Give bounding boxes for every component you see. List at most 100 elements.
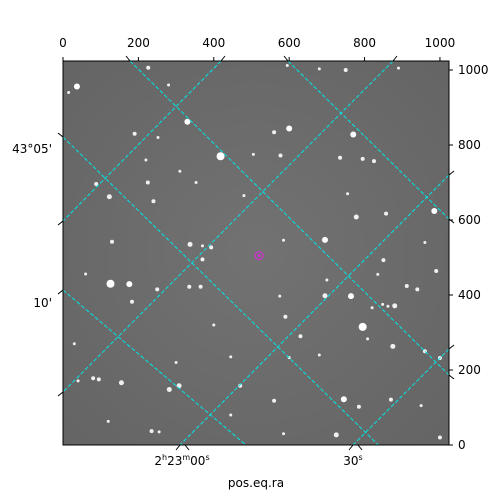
dec-tick-label-10: 10' <box>33 296 52 310</box>
star-point <box>187 284 192 289</box>
star-point <box>198 284 203 289</box>
star-point <box>333 432 339 438</box>
star-point <box>157 430 161 434</box>
star-point <box>229 355 233 359</box>
star-point <box>184 118 191 125</box>
wcs-tick-mark <box>220 55 226 62</box>
star-point <box>106 279 115 288</box>
star-point <box>434 269 439 273</box>
star-point <box>155 287 160 292</box>
star-point <box>370 306 374 310</box>
star-point <box>386 304 390 308</box>
star-point <box>167 83 171 87</box>
star-point <box>347 293 354 300</box>
grid-line <box>287 61 449 220</box>
star-point <box>321 236 328 243</box>
y-right-tick-label: 600 <box>458 213 481 227</box>
star-point <box>360 156 365 161</box>
star-point <box>76 379 80 383</box>
y-right-tick-label: 1000 <box>458 63 489 77</box>
star-point <box>178 169 182 173</box>
star-point <box>396 66 400 70</box>
wcs-tick-mark <box>348 444 354 451</box>
wcs-tick-mark <box>448 344 455 350</box>
y-right-tick-label: 800 <box>458 138 481 152</box>
wcs-tick-mark <box>125 55 131 62</box>
star-point <box>272 398 277 403</box>
star-point <box>174 361 178 364</box>
star-point <box>238 383 243 388</box>
x-top-tick-label: 600 <box>278 36 301 50</box>
star-point <box>285 64 289 67</box>
star-point <box>145 180 150 185</box>
star-point <box>343 68 348 72</box>
star-point <box>110 239 115 244</box>
star-point <box>200 257 205 262</box>
star-point <box>146 65 151 70</box>
star-point <box>72 342 76 346</box>
wcs-tick-mark <box>175 444 181 451</box>
wcs-tick-mark <box>448 218 455 224</box>
star-point <box>106 419 110 423</box>
star-point <box>282 432 286 436</box>
x-top-tick-label: 200 <box>127 36 150 50</box>
target-marker-layer <box>254 250 264 261</box>
star-point <box>322 293 328 299</box>
star-point <box>371 159 376 164</box>
star-point <box>381 258 386 263</box>
star-point <box>73 83 80 90</box>
star-point <box>278 153 283 158</box>
star-point <box>84 272 88 276</box>
grid-line <box>179 174 449 445</box>
star-point <box>384 211 389 216</box>
star-point <box>282 238 286 242</box>
star-point <box>144 158 148 162</box>
star-point <box>346 192 350 196</box>
star-point <box>366 337 370 341</box>
star-point <box>404 284 409 288</box>
star-point <box>358 322 367 331</box>
target-marker <box>254 250 264 261</box>
star-point <box>376 272 380 276</box>
y-pixel-axis-right: 0 200 400 600 800 1000 <box>449 63 489 452</box>
star-point <box>242 194 246 198</box>
star-point <box>212 323 216 327</box>
dec-tick-label-43-05: 43°05' <box>12 142 52 156</box>
x-top-tick-label: 0 <box>59 36 67 50</box>
star-point <box>388 397 393 402</box>
grid-line <box>63 61 222 222</box>
star-point <box>156 136 160 139</box>
wcs-tick-mark <box>448 374 455 380</box>
plot-frame <box>62 60 450 446</box>
star-point <box>419 404 423 408</box>
wcs-tick-mark <box>57 132 64 138</box>
wcs-tick-mark <box>392 55 398 62</box>
star-point <box>151 199 156 204</box>
star-point <box>187 241 193 247</box>
x-axis-label: pos.eq.ra <box>228 476 284 490</box>
star-point <box>149 429 154 434</box>
star-point <box>209 245 214 250</box>
wcs-tick-mark <box>357 444 363 451</box>
star-point <box>423 241 427 244</box>
star-point <box>91 376 96 381</box>
ra-tick-label-30s: 30s <box>343 453 362 468</box>
star-point <box>338 155 343 160</box>
y-right-tick-label: 0 <box>458 438 466 452</box>
star-point <box>272 130 277 135</box>
star-point <box>437 435 442 440</box>
star-point <box>340 396 347 403</box>
star-point <box>286 125 293 132</box>
star-point <box>381 302 385 306</box>
wcs-tick-mark <box>184 444 190 451</box>
star-point <box>415 287 420 292</box>
wcs-tick-marks <box>57 55 455 451</box>
wcs-tick-mark <box>448 170 455 176</box>
star-point <box>317 67 321 71</box>
star-point <box>298 334 303 339</box>
star-point <box>129 299 134 304</box>
star-point <box>118 380 124 386</box>
star-point <box>353 214 359 220</box>
star-point <box>94 182 99 186</box>
